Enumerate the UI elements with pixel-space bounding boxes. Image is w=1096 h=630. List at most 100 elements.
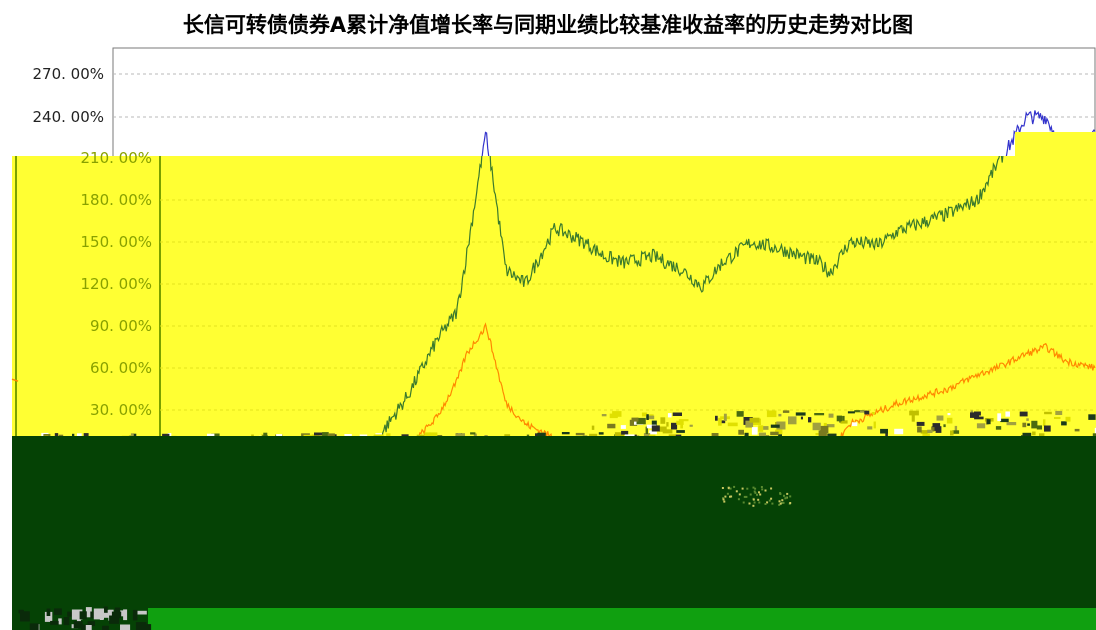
noise-pixel [1019, 411, 1028, 417]
noise-pixel [620, 425, 626, 429]
noise-pixel [1044, 411, 1052, 415]
noise-pixel [344, 434, 352, 438]
noise-pixel [782, 410, 790, 413]
noise-pixel [842, 415, 845, 421]
noise-pixel [729, 487, 732, 490]
noise-pixel [676, 430, 685, 433]
noise-pixel [738, 493, 741, 496]
noise-pixel [911, 413, 915, 422]
noise-pixel [1043, 419, 1046, 427]
noise-pixel [932, 423, 941, 431]
noise-pixel [735, 490, 738, 493]
noise-pixel [103, 606, 108, 613]
noise-pixel [20, 611, 30, 622]
noise-pixel [672, 412, 682, 416]
noise-pixel [575, 432, 585, 436]
noise-pixel [970, 412, 980, 418]
noise-pixel [752, 498, 755, 501]
noise-pixel [812, 422, 821, 431]
noise-pixel [105, 612, 116, 617]
noise-pixel [786, 492, 789, 495]
noise-pixel [748, 502, 751, 505]
noise-pixel [109, 615, 120, 624]
noise-pixel [885, 431, 888, 437]
noise-pixel [81, 624, 91, 630]
noise-pixel [950, 430, 954, 436]
noise-pixel [788, 416, 797, 425]
noise-pixel [742, 501, 745, 504]
noise-pixel [1006, 422, 1017, 426]
y-tick-label: 90. 00% [90, 317, 152, 335]
noise-pixel [649, 430, 657, 435]
noise-pixel [46, 608, 51, 616]
noise-pixel [612, 411, 622, 417]
noise-pixel [753, 501, 756, 504]
noise-pixel [784, 497, 787, 500]
noise-pixel [718, 417, 722, 426]
noise-pixel [758, 432, 766, 438]
noise-pixel [671, 422, 678, 430]
y-tick-label: 60. 00% [90, 359, 152, 377]
noise-pixel [781, 499, 784, 502]
chart-title: 长信可转债债券A累计净值增长率与同期业绩比较基准收益率的历史走势对比图 [183, 13, 913, 37]
noise-pixel [726, 492, 729, 495]
noise-pixel [660, 417, 666, 424]
noise-pixel [766, 410, 777, 418]
noise-pixel [778, 503, 781, 506]
noise-pixel [867, 426, 873, 430]
noise-pixel [721, 487, 724, 489]
noise-pixel [749, 417, 760, 423]
benchmark-stub [11, 378, 19, 382]
noise-pixel [137, 610, 147, 615]
noise-pixel [90, 611, 96, 619]
noise-pixel [952, 430, 960, 434]
noise-pixel [758, 501, 761, 504]
noise-pixel [756, 493, 758, 496]
noise-pixel [646, 414, 649, 420]
noise-pixel [920, 430, 928, 434]
noise-pixel [753, 490, 756, 493]
noise-pixel [759, 493, 762, 496]
noise-pixel [132, 609, 138, 621]
noise-pixel [63, 617, 70, 626]
noise-pixel [826, 424, 835, 428]
noise-pixel [1044, 425, 1051, 432]
noise-pixel [760, 486, 763, 488]
noise-pixel [987, 419, 991, 425]
noise-pixel [715, 415, 718, 421]
noise-pixel [894, 428, 904, 435]
noise-pixel [854, 410, 864, 413]
noise-pixel [72, 433, 75, 439]
benchmark-line [416, 322, 1096, 436]
noise-pixel [909, 410, 919, 416]
noise-pixel [1031, 420, 1038, 429]
noise-pixel [87, 621, 95, 627]
noise-pixel [819, 425, 829, 434]
noise-pixel [651, 420, 657, 427]
noise-pixel [1074, 428, 1080, 432]
noise-pixel [741, 487, 744, 490]
noise-pixel [598, 432, 604, 435]
overlay-yellow-band [12, 156, 1096, 436]
noise-pixel [537, 432, 546, 437]
noise-pixel [745, 420, 754, 428]
noise-pixel [631, 417, 639, 422]
noise-pixel [621, 430, 629, 435]
noise-pixel [680, 424, 683, 429]
noise-pixel [29, 623, 39, 630]
noise-pixel [779, 502, 782, 505]
gridlines-top [113, 73, 1095, 118]
noise-pixel [836, 415, 842, 422]
noise-pixel [840, 420, 848, 424]
noise-pixel [651, 425, 660, 432]
y-tick-label: 240. 00% [32, 108, 104, 126]
noise-pixel [50, 620, 59, 625]
noise-pixel [130, 433, 135, 437]
noise-pixel [102, 625, 109, 630]
noise-pixel [770, 424, 780, 428]
noise-pixel [689, 424, 693, 427]
y-tick-label: 150. 00% [80, 233, 152, 251]
overlay-green-bar [148, 608, 1096, 630]
noise-pixel [738, 429, 744, 435]
noise-pixel [828, 413, 834, 418]
